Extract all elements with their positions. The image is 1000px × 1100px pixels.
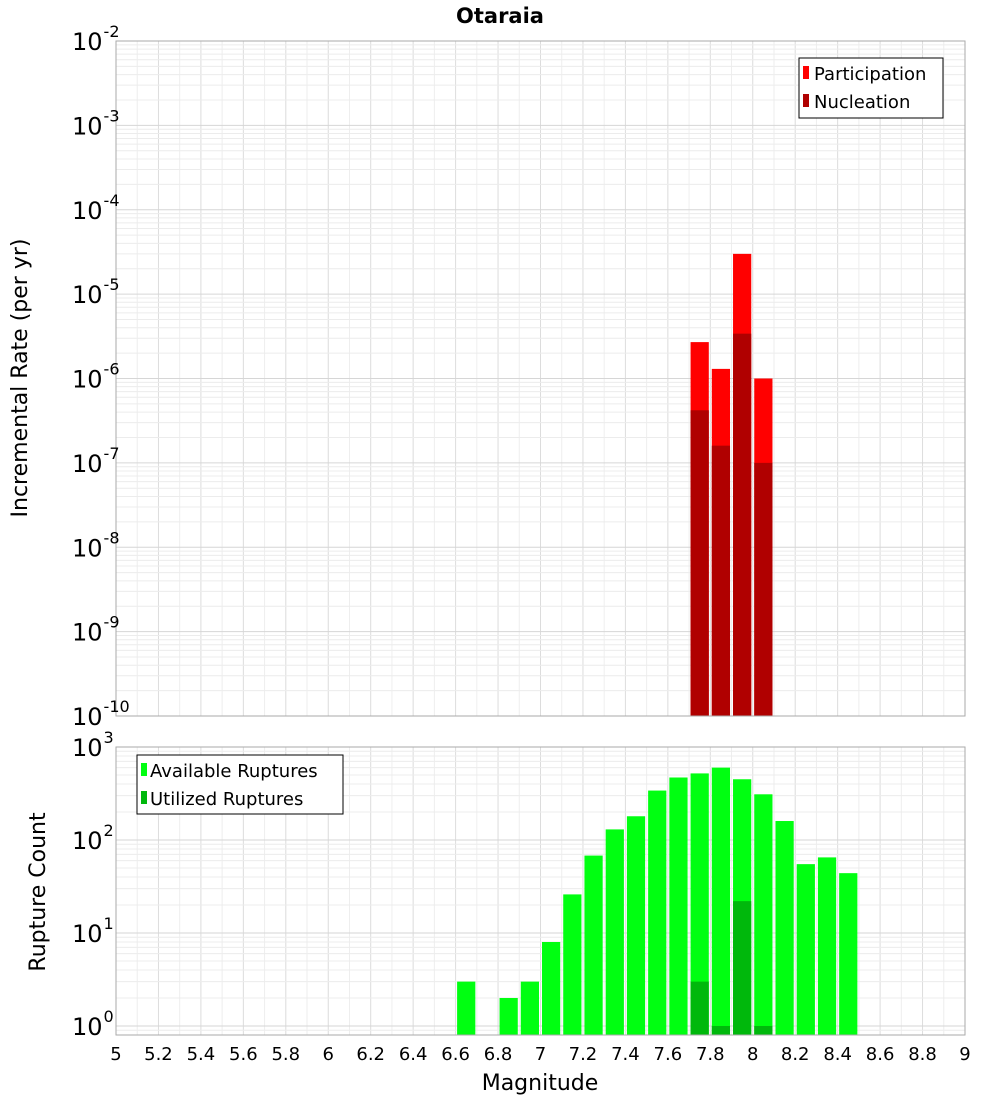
x-tick-label: 6.2: [356, 1044, 385, 1065]
bar-available-ruptures: [542, 942, 561, 1035]
x-tick-label: 5: [110, 1044, 121, 1065]
top-y-tick-label: 10-4: [72, 191, 120, 225]
bar-utilized-ruptures: [733, 901, 752, 1035]
x-tick-label: 6.8: [484, 1044, 513, 1065]
bottom-y-tick-label: 100: [72, 1007, 114, 1041]
x-tick-label: 7.2: [569, 1044, 598, 1065]
bar-available-ruptures: [605, 829, 624, 1035]
top-y-tick-label: 10-5: [72, 275, 120, 309]
x-tick-label: 8.2: [781, 1044, 810, 1065]
bar-nucleation: [754, 462, 773, 716]
top-y-tick-label: 10-7: [72, 444, 120, 478]
top-bars: [690, 253, 773, 716]
x-tick-label: 7.4: [611, 1044, 640, 1065]
bar-available-ruptures: [690, 773, 709, 1035]
legend-swatch-utilized: [141, 791, 147, 804]
top-y-tick-label: 10-8: [72, 528, 120, 562]
bar-available-ruptures: [584, 855, 603, 1035]
top-y-axis-label: Incremental Rate (per yr): [8, 239, 33, 518]
bar-available-ruptures: [817, 857, 837, 1035]
legend-swatch-available: [141, 763, 147, 776]
bottom-bars: [457, 767, 858, 1035]
x-tick-label: 7.8: [696, 1044, 725, 1065]
x-tick-label: 5.8: [271, 1044, 300, 1065]
bar-available-ruptures: [626, 816, 646, 1035]
bar-nucleation: [690, 410, 709, 716]
bar-utilized-ruptures: [754, 1025, 773, 1035]
bar-available-ruptures: [754, 794, 773, 1035]
bottom-legend: Available Ruptures Utilized Ruptures: [136, 754, 344, 815]
bottom-y-tick-label: 102: [72, 821, 114, 855]
x-tick-label: 8: [747, 1044, 758, 1065]
bar-available-ruptures: [775, 821, 794, 1035]
x-tick-label: 5.2: [144, 1044, 173, 1065]
top-plot-border: [115, 40, 966, 717]
x-tick-label: 8.6: [866, 1044, 895, 1065]
bar-available-ruptures: [563, 894, 582, 1035]
legend-swatch-nucleation: [803, 94, 809, 107]
bottom-y-tick-labels: 103 102 101 100: [72, 728, 114, 1041]
bar-nucleation: [733, 333, 752, 716]
legend-label-utilized: Utilized Ruptures: [150, 789, 303, 810]
bar-available-ruptures: [839, 873, 858, 1035]
x-tick-label: 6: [323, 1044, 334, 1065]
bar-available-ruptures: [520, 981, 539, 1035]
top-legend: Participation Nucleation: [798, 57, 944, 119]
legend-label-participation: Participation: [814, 64, 926, 85]
bar-available-ruptures: [457, 981, 476, 1035]
bottom-y-tick-label: 103: [72, 728, 114, 762]
bar-available-ruptures: [648, 790, 667, 1035]
top-y-tick-label: 10-9: [72, 613, 120, 647]
bar-nucleation: [711, 445, 731, 716]
top-grid: [116, 41, 965, 716]
x-tick-label: 5.6: [229, 1044, 258, 1065]
top-y-tick-label: 10-3: [72, 106, 120, 140]
x-tick-label: 7: [535, 1044, 546, 1065]
x-tick-label: 5.4: [187, 1044, 216, 1065]
top-y-tick-label: 10-6: [72, 360, 120, 394]
bar-available-ruptures: [499, 997, 518, 1035]
bar-utilized-ruptures: [690, 981, 709, 1035]
top-legend-box: [798, 57, 944, 119]
x-tick-label: 9: [959, 1044, 970, 1065]
x-tick-label: 8.4: [823, 1044, 852, 1065]
x-axis-label: Magnitude: [482, 1071, 599, 1096]
bar-available-ruptures: [796, 864, 815, 1035]
bar-available-ruptures: [711, 767, 731, 1035]
top-y-tick-label: 10-10: [72, 697, 130, 731]
chart-title: Otaraia: [456, 4, 544, 28]
bottom-chart-panel: 103 102 101 100 5 5.2 5.4 5.6 5.8 6 6.2 6.4 6.6 6.8 7…: [26, 728, 971, 1096]
top-chart-panel: 10-2 10-3 10-4 10-5 10-6 10-7 10-8 10-9 10-10 Ot…: [8, 4, 966, 731]
bar-available-ruptures: [669, 777, 688, 1035]
bottom-y-axis-label: Rupture Count: [26, 812, 51, 972]
x-tick-label: 6.4: [399, 1044, 428, 1065]
x-tick-label: 8.8: [908, 1044, 937, 1065]
top-y-tick-label: 10-2: [72, 22, 120, 56]
bottom-y-tick-label: 101: [72, 914, 114, 948]
legend-label-nucleation: Nucleation: [814, 92, 910, 113]
legend-label-available: Available Ruptures: [150, 761, 318, 782]
bottom-plot-border: [115, 746, 966, 1036]
bottom-legend-box: [136, 754, 344, 815]
legend-swatch-participation: [803, 66, 809, 79]
top-y-tick-labels: 10-2 10-3 10-4 10-5 10-6 10-7 10-8 10-9 10-10: [72, 22, 130, 731]
x-tick-label: 7.6: [654, 1044, 683, 1065]
bar-utilized-ruptures: [711, 1025, 731, 1035]
x-tick-labels: 5 5.2 5.4 5.6 5.8 6 6.2 6.4 6.6 6.8 7 7.2 7.4 7.6 7.8 8…: [110, 1044, 970, 1065]
x-tick-label: 6.6: [441, 1044, 470, 1065]
